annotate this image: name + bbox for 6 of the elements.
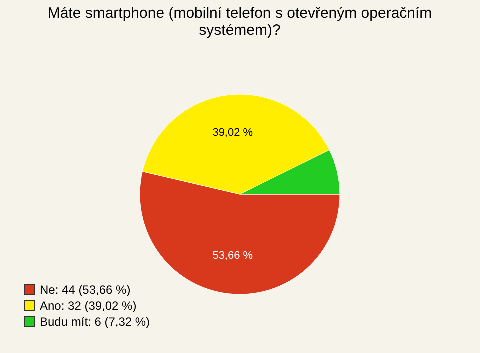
data-label: 39,02 % — [212, 126, 254, 139]
legend-label: Ano: 32 (39,02 %) — [40, 299, 137, 313]
legend-label: Budu mít: 6 (7,32 %) — [40, 315, 150, 329]
chart-title: Máte smartphone (mobilní telefon s otevřeným operačním systémem)? — [48, 5, 432, 39]
legend-label: Ne: 44 (53,66 %) — [40, 283, 131, 297]
data-label: 53,66 % — [212, 250, 254, 262]
